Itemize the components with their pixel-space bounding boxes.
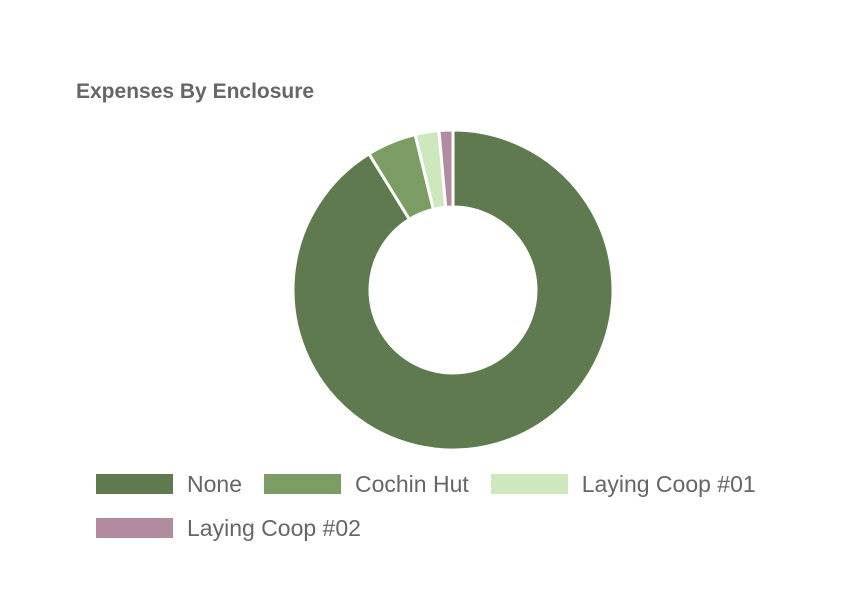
legend-label: Cochin Hut: [354, 470, 469, 497]
legend-item[interactable]: None: [96, 470, 242, 497]
chart-legend: None Cochin Hut Laying Coop #01 Laying Coop…: [96, 470, 796, 541]
legend-swatch: [490, 474, 568, 494]
donut-slice-none[interactable]: [291, 128, 615, 452]
legend-swatch: [96, 518, 173, 538]
legend-item[interactable]: Laying Coop #01: [490, 470, 756, 497]
legend-label: None: [187, 470, 242, 497]
donut-slice-laying-coop-02[interactable]: [437, 128, 455, 209]
chart-title: Expenses By Enclosure: [76, 80, 315, 103]
legend-label: Laying Coop #01: [581, 470, 756, 497]
legend-item[interactable]: Laying Coop #02: [96, 514, 361, 541]
legend-swatch: [96, 474, 173, 494]
legend-item[interactable]: Cochin Hut: [263, 470, 469, 497]
legend-swatch: [263, 474, 341, 494]
legend-label: Laying Coop #02: [187, 514, 361, 541]
